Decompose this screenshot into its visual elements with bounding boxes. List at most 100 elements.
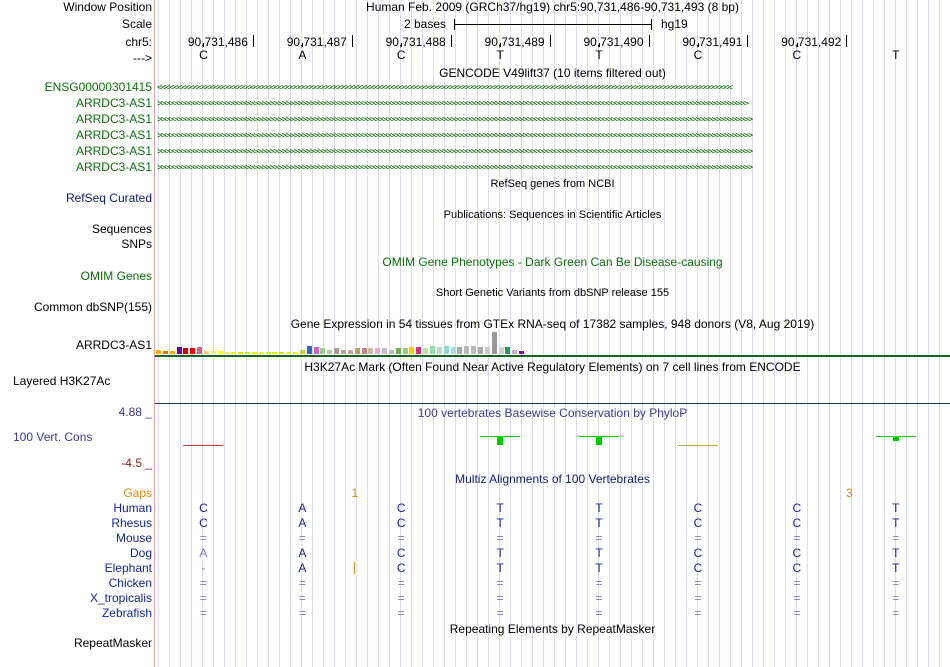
- gencode-gene-track[interactable]: >>>>>>>>>>>>>>>>>>>>>>>>>>>>>>>>>>>>>>>>…: [157, 114, 949, 126]
- gtex-tissue-bar[interactable]: [293, 352, 298, 354]
- alignment-base: =: [496, 576, 504, 590]
- scale-db: hg19: [661, 17, 688, 31]
- gtex-tissue-bar[interactable]: [505, 347, 511, 354]
- gtex-tissue-bar[interactable]: [245, 352, 251, 354]
- gtex-tissue-bar[interactable]: [272, 352, 278, 354]
- species-label[interactable]: Human: [113, 501, 152, 515]
- gtex-tissue-bar[interactable]: [286, 352, 292, 354]
- publications-label[interactable]: Sequences: [91, 222, 152, 236]
- gtex-tissue-bar[interactable]: [395, 348, 401, 354]
- gtex-tissue-bar[interactable]: [498, 347, 504, 354]
- gtex-tissue-bar[interactable]: [224, 352, 230, 354]
- omim-label[interactable]: OMIM Genes: [80, 269, 152, 283]
- species-label[interactable]: Dog: [129, 546, 152, 560]
- gtex-tissue-bar[interactable]: [430, 346, 435, 354]
- alignment-base: =: [892, 591, 900, 605]
- gtex-tissue-bar[interactable]: [423, 348, 429, 354]
- gencode-gene-track[interactable]: >>>>>>>>>>>>>>>>>>>>>>>>>>>>>>>>>>>>>>>>…: [157, 162, 949, 174]
- gencode-gene-track[interactable]: >>>>>>>>>>>>>>>>>>>>>>>>>>>>>>>>>>>>>>>>…: [157, 98, 949, 110]
- species-label[interactable]: Rhesus: [111, 516, 152, 530]
- gtex-tissue-bar[interactable]: [443, 346, 449, 354]
- gtex-tissue-bar[interactable]: [382, 348, 388, 354]
- gencode-gene-label[interactable]: ARRDC3-AS1: [75, 144, 152, 158]
- repeatmasker-label[interactable]: RepeatMasker: [73, 636, 152, 650]
- gtex-tissue-bar[interactable]: [203, 351, 209, 354]
- phylop-score-bar[interactable]: [596, 437, 603, 445]
- gtex-tissue-bar[interactable]: [299, 350, 305, 354]
- gtex-tissue-bar[interactable]: [183, 348, 189, 354]
- gtex-tissue-bar[interactable]: [231, 352, 237, 354]
- gtex-tissue-bar[interactable]: [162, 351, 168, 354]
- gtex-tissue-bar[interactable]: [340, 350, 346, 354]
- gtex-tissue-bar[interactable]: [457, 347, 463, 354]
- gtex-tissue-bar[interactable]: [409, 347, 415, 354]
- ruler-position-label: 90,731,492: [781, 35, 842, 49]
- gtex-tissue-bar[interactable]: [464, 346, 470, 354]
- gtex-tissue-bar[interactable]: [156, 350, 161, 354]
- gtex-tissue-bar[interactable]: [484, 347, 490, 354]
- gencode-gene-label[interactable]: ARRDC3-AS1: [75, 112, 152, 126]
- species-label[interactable]: Zebrafish: [101, 606, 152, 620]
- phylop-score-bar[interactable]: [892, 437, 899, 441]
- gtex-tissue-bar[interactable]: [320, 348, 326, 354]
- gencode-gene-label[interactable]: ARRDC3-AS1: [75, 160, 152, 174]
- gtex-tissue-bar[interactable]: [238, 352, 244, 354]
- gtex-tissue-bar[interactable]: [471, 346, 477, 354]
- gtex-tissue-bar[interactable]: [334, 348, 340, 354]
- gencode-gene-track[interactable]: >>>>>>>>>>>>>>>>>>>>>>>>>>>>>>>>>>>>>>>>…: [157, 130, 949, 142]
- phylop-score-line[interactable]: [183, 445, 224, 446]
- gtex-tissue-bar[interactable]: [477, 347, 483, 354]
- gtex-tissue-bar[interactable]: [265, 352, 271, 354]
- gtex-tissue-bar[interactable]: [375, 348, 381, 354]
- gtex-tissue-bar[interactable]: [519, 351, 525, 354]
- gtex-tissue-bar[interactable]: [354, 348, 360, 354]
- ruler-position-label: 90,731,487: [286, 35, 347, 49]
- gtex-tissue-bar[interactable]: [402, 348, 408, 354]
- refseq-label[interactable]: RefSeq Curated: [65, 191, 152, 205]
- species-label[interactable]: Elephant: [104, 561, 152, 575]
- gtex-tissue-bar[interactable]: [368, 348, 374, 354]
- gencode-gene-label[interactable]: ENSG00000301415: [44, 80, 152, 94]
- gencode-gene-label[interactable]: ARRDC3-AS1: [75, 128, 152, 142]
- gtex-tissue-bar[interactable]: [217, 351, 223, 354]
- gtex-tissue-bar[interactable]: [416, 347, 422, 354]
- gtex-tissue-bar[interactable]: [251, 352, 257, 354]
- gtex-tissue-bar[interactable]: [512, 350, 518, 354]
- gtex-tissue-bar[interactable]: [190, 348, 196, 354]
- gtex-label[interactable]: ARRDC3-AS1: [75, 338, 152, 352]
- alignment-base: =: [595, 606, 603, 620]
- gencode-gene-track[interactable]: >>>>>>>>>>>>>>>>>>>>>>>>>>>>>>>>>>>>>>>>…: [157, 146, 949, 158]
- gtex-tissue-bar[interactable]: [436, 347, 442, 354]
- strand-label: --->: [133, 51, 152, 65]
- phylop-score-line[interactable]: [677, 445, 718, 446]
- gtex-tissue-bar[interactable]: [176, 347, 182, 354]
- phylop-score-bar[interactable]: [497, 437, 504, 445]
- gtex-tissue-bar[interactable]: [313, 347, 319, 354]
- snps-label[interactable]: SNPs: [121, 237, 152, 251]
- species-label[interactable]: X_tropicalis: [89, 591, 152, 605]
- gtex-tissue-bar[interactable]: [450, 347, 456, 354]
- gtex-tissue-bar[interactable]: [388, 350, 394, 354]
- gencode-gene-label[interactable]: ARRDC3-AS1: [75, 96, 152, 110]
- gtex-tissue-bar[interactable]: [491, 332, 497, 354]
- gtex-tissue-bar[interactable]: [327, 350, 333, 354]
- phylop-label[interactable]: 100 Vert. Cons: [13, 430, 93, 444]
- gtex-tissue-bar[interactable]: [197, 347, 203, 354]
- alignment-base: =: [199, 531, 207, 545]
- gtex-tissue-bar[interactable]: [169, 351, 175, 354]
- gtex-tissue-bar[interactable]: [210, 351, 216, 354]
- dbsnp-label[interactable]: Common dbSNP(155): [33, 300, 152, 314]
- gencode-gene-track[interactable]: <<<<<<<<<<<<<<<<<<<<<<<<<<<<<<<<<<<<<<<<…: [157, 82, 949, 94]
- species-label[interactable]: Chicken: [108, 576, 152, 590]
- dbsnp-title: Short Genetic Variants from dbSNP releas…: [435, 287, 670, 299]
- gtex-tissue-bar[interactable]: [258, 352, 264, 354]
- ruler-minor-tick: [697, 43, 699, 47]
- gtex-tissue-bar[interactable]: [306, 346, 312, 354]
- gtex-tissue-bar[interactable]: [347, 350, 353, 354]
- gtex-tissue-bar[interactable]: [361, 348, 367, 354]
- h3k27ac-label[interactable]: Layered H3K27Ac: [13, 374, 111, 388]
- gtex-tissue-bar[interactable]: [279, 352, 285, 354]
- alignment-base: =: [397, 606, 405, 620]
- species-label[interactable]: Mouse: [115, 531, 152, 545]
- alignment-base: =: [793, 591, 801, 605]
